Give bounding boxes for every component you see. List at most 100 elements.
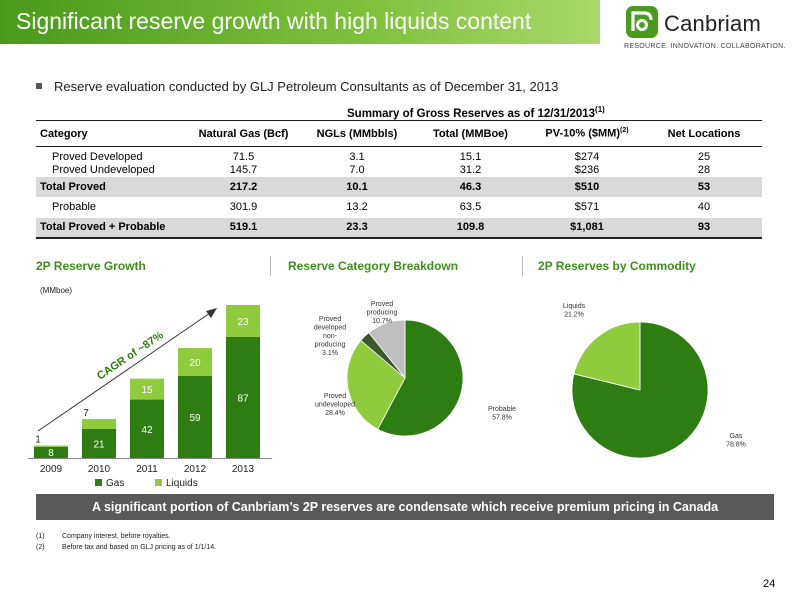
bullet-text: Reserve evaluation conducted by GLJ Petr… (54, 79, 559, 94)
section-title-growth: 2P Reserve Growth (36, 259, 146, 273)
legend-label-gas: Gas (106, 478, 124, 489)
data-label-gas: 59 (189, 413, 201, 424)
table-cell: Total Proved (36, 176, 186, 197)
table-cell: $1,081 (528, 217, 646, 239)
table-cell: 71.5 (232, 151, 255, 163)
commodity-pie-chart: Gas 78.8% Liquids 21.2% (563, 303, 746, 459)
cagr-arrow-line (37, 312, 211, 432)
footnote-text: Before tax and based on GLJ pricing as o… (62, 544, 217, 551)
table-cell: 7.0 (349, 164, 365, 176)
canbriam-logo-icon (626, 6, 658, 38)
table-row: Proved Undeveloped 145.7 7.0 31.2 $236 2… (36, 164, 762, 177)
table-cell: 10.1 (301, 176, 413, 197)
cagr-annotation: CAGR of ~87% (95, 329, 166, 382)
bar-gas (226, 336, 260, 458)
pie-slice-label: Probable 57.8% (488, 406, 516, 422)
bar-gas (34, 446, 68, 458)
column-header: NGLs (MMbbls) (301, 120, 413, 147)
column-header: Category (36, 120, 186, 147)
column-header-text: PV-10% ($MM) (545, 127, 620, 140)
table-cell: 109.8 (413, 217, 528, 239)
pie-slice (368, 319, 406, 380)
x-tick-label: 2010 (88, 464, 111, 475)
table-cell: $571 (574, 201, 600, 213)
data-label-gas: 21 (93, 439, 105, 450)
section-title-breakdown: Reserve Category Breakdown (288, 259, 459, 273)
table-cell: Total Proved + Probable (36, 217, 186, 239)
bar-gas (178, 375, 212, 458)
bar-gas (130, 399, 164, 458)
table-row: Proved Developed 71.5 3.1 15.1 $274 25 (36, 151, 762, 164)
x-tick-label: 2013 (232, 464, 255, 475)
data-label-gas: 87 (237, 393, 249, 404)
data-label-liquids: 1 (35, 434, 41, 445)
data-label-liquids: 23 (237, 317, 249, 328)
bullet-square-icon (36, 83, 42, 89)
pie-slice (346, 339, 406, 430)
table-cell: 46.3 (413, 176, 528, 197)
section-title-commodity: 2P Reserves by Commodity (538, 259, 696, 273)
table-cell: 23.3 (301, 217, 413, 239)
table-cell: $236 (574, 164, 600, 176)
bar-gas (82, 428, 116, 458)
bar-liquids (130, 378, 164, 400)
title-bar: Significant reserve growth with high liq… (0, 0, 600, 44)
footnote: (2) Before tax and based on GLJ pricing a… (36, 544, 216, 551)
pie-slice-label: Proved undeveloped 28.4% (315, 393, 355, 417)
table-cell: 93 (646, 217, 762, 239)
pie-slice (377, 319, 464, 437)
reserves-table: Category Natural Gas (Bcf) NGLs (MMbbls)… (36, 120, 762, 239)
table-cell: 25 (697, 151, 711, 163)
table-cell: $510 (528, 176, 646, 197)
footnote-number: (1) (36, 533, 45, 540)
slide-title: Significant reserve growth with high liq… (16, 8, 532, 34)
pv-note: (2) (620, 127, 629, 135)
bar-liquids (226, 304, 260, 337)
table-cell: Proved Developed (52, 151, 143, 163)
x-tick-label: 2011 (136, 464, 158, 475)
pie-slice (573, 321, 641, 391)
section-divider (270, 256, 271, 276)
table-cell: 31.2 (459, 164, 482, 176)
y-axis-label: (MMboe) (40, 286, 72, 295)
table-row-total: Total Proved 217.2 10.1 46.3 $510 53 (36, 176, 762, 197)
legend-swatch-liquids (155, 479, 162, 486)
table-cell: 28 (697, 164, 711, 176)
legend-label-liquids: Liquids (166, 478, 198, 489)
column-header-pv: PV-10% ($MM)(2) (528, 120, 646, 147)
reserve-growth-bar-chart: (MMboe) 81 2009 21 7 2010 42 15 2011 59 20 2012 87 23… (28, 286, 272, 489)
data-label-gas: 8 (48, 448, 54, 459)
table-caption: Summary of Gross Reserves as of 12/31/20… (347, 105, 605, 120)
data-label-liquids: 20 (189, 358, 201, 369)
bar-liquids (82, 419, 116, 429)
bar-liquids (178, 348, 212, 376)
table-cell: 519.1 (186, 217, 301, 239)
cagr-arrow-head (206, 308, 217, 318)
table-cell: 63.5 (459, 201, 482, 213)
company-logo: Canbriam RESOURCE. INNOVATION. COLLABORA… (624, 4, 794, 54)
data-label-liquids: 7 (83, 408, 89, 419)
table-header-row: Category Natural Gas (Bcf) NGLs (MMbbls)… (36, 120, 762, 147)
table-cell: 145.7 (229, 164, 258, 176)
pie-slice-label: Proved developed non-producing 3.1% (314, 316, 346, 357)
data-label-gas: 42 (141, 425, 153, 436)
data-label-liquids: 15 (141, 385, 153, 396)
table-cell: 3.1 (349, 151, 365, 163)
pie-slice-label: Gas 78.8% (726, 433, 746, 449)
table-cell: 53 (646, 176, 762, 197)
column-header: Total (MMBoe) (413, 120, 528, 147)
section-divider (522, 256, 523, 276)
table-caption-text: Summary of Gross Reserves as of 12/31/20… (347, 107, 596, 120)
footnote: (1) Company interest, before royalties. (36, 533, 171, 540)
bullet-point: Reserve evaluation conducted by GLJ Petr… (36, 79, 558, 94)
table-cell: 217.2 (186, 176, 301, 197)
table-cell: Probable (52, 201, 97, 213)
key-message-banner: A significant portion of Canbriam’s 2P r… (36, 494, 774, 520)
logo-tagline: RESOURCE. INNOVATION. COLLABORATION. (624, 43, 786, 50)
x-tick-label: 2012 (184, 464, 207, 475)
table-cell: 301.9 (229, 201, 258, 213)
column-header: Natural Gas (Bcf) (186, 120, 301, 147)
page-number: 24 (763, 578, 776, 590)
bar-liquids (34, 445, 68, 447)
x-tick-label: 2009 (40, 464, 63, 475)
